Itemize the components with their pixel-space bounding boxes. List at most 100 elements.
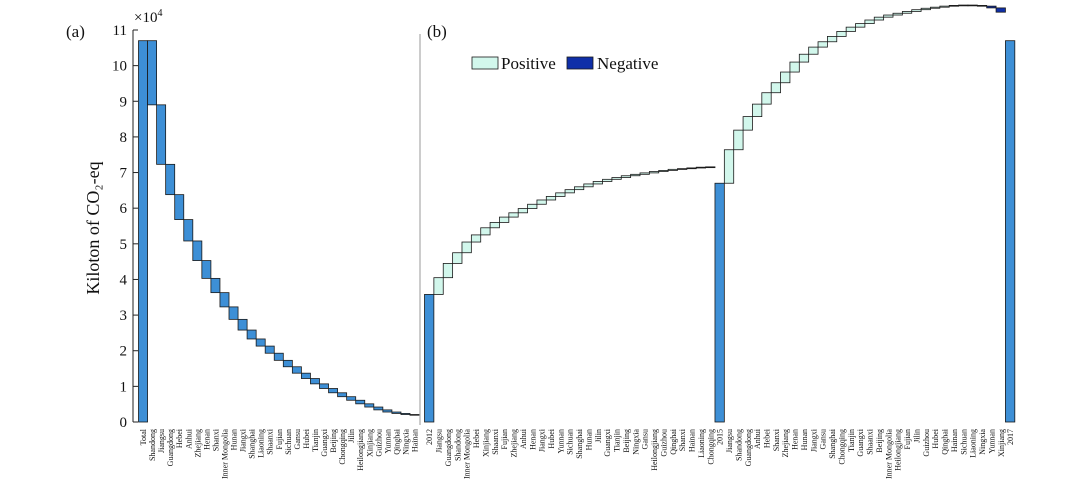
category-label-b: Beijing — [622, 429, 631, 453]
bar-b-14 — [555, 192, 566, 197]
bar-a-0 — [138, 40, 148, 423]
bar-a-13 — [255, 338, 266, 347]
bar-b-36 — [761, 92, 772, 105]
bar-a-12 — [246, 329, 257, 340]
y-tick-label: 10 — [112, 59, 127, 75]
category-label-a: Yunnan — [383, 429, 392, 453]
category-label-a: Qinghai — [392, 428, 401, 455]
bar-b-33 — [733, 129, 744, 151]
category-label-b: 2015 — [716, 429, 725, 445]
category-label-a: Hebei — [175, 428, 184, 448]
bar-b-27 — [677, 168, 688, 170]
bar-a-17 — [291, 366, 302, 374]
bar-b-37 — [770, 82, 781, 94]
category-label-b: Shaanxi — [491, 428, 500, 455]
category-label-b: Chongqing — [837, 429, 846, 465]
category-label-a: Xinjiang — [365, 429, 374, 457]
category-label-a: Hunan — [230, 429, 239, 450]
category-label-b: Shandong — [734, 429, 743, 461]
bar-b-56 — [948, 5, 959, 7]
bar-b-13 — [545, 196, 557, 201]
category-label-b: Chongqing — [706, 429, 715, 465]
bar-a-23 — [346, 396, 357, 401]
category-label-b: Hunan — [584, 429, 593, 450]
bar-a-11 — [237, 318, 248, 331]
category-label-a: Jiangsu — [157, 429, 166, 453]
bar-b-22 — [630, 173, 641, 177]
category-label-b: Anhui — [519, 428, 528, 449]
category-label-b: Henan — [528, 429, 537, 450]
bar-b-60 — [986, 5, 997, 9]
category-label-b: Jilin — [594, 429, 603, 443]
category-label-b: Jiangxi — [809, 428, 818, 452]
category-label-b: Hainan — [688, 429, 697, 452]
bar-b-0 — [424, 294, 435, 423]
category-label-b: Hainan — [950, 429, 959, 452]
category-label-b: Guangxi — [856, 428, 865, 456]
bar-b-1 — [433, 277, 444, 295]
category-label-b: Liaoning — [697, 429, 706, 458]
bar-b-19 — [602, 178, 613, 182]
bar-b-16 — [574, 186, 585, 191]
bar-b-45 — [845, 26, 856, 32]
bar-b-39 — [789, 61, 800, 73]
bar-a-24 — [355, 399, 366, 405]
category-label-b: 2017 — [1006, 429, 1015, 445]
category-label-b: Sichuan — [959, 429, 968, 455]
category-label-a: Shaanxi — [266, 428, 275, 455]
category-label-b: Fujian — [500, 429, 509, 449]
category-label-a: Jiangxi — [239, 428, 248, 452]
category-label-b: Heilongjiang — [650, 429, 659, 471]
category-label-a: Henan — [202, 429, 211, 450]
y-tick-label: 8 — [120, 130, 128, 146]
y-tick-label: 4 — [120, 272, 128, 288]
bar-a-30 — [409, 414, 420, 416]
category-label-b: Guizhou — [922, 429, 931, 457]
bar-b-50 — [892, 12, 903, 16]
bar-b-4 — [461, 241, 472, 254]
y-axis: 0 1 2 3 4 5 6 7 8 9 10 11 — [112, 23, 138, 431]
bar-b-53 — [920, 7, 931, 11]
bar-b-32 — [723, 149, 735, 184]
category-label-b: Jilin — [912, 429, 921, 443]
bar-b-8 — [499, 216, 510, 223]
category-label-b: Shanxi — [678, 428, 687, 451]
category-label-b: Hunan — [800, 429, 809, 450]
bar-b-5 — [470, 234, 482, 243]
legend: Positive Negative — [471, 54, 658, 73]
y-tick-label: 1 — [120, 379, 128, 395]
category-label-b: Shaanxi — [866, 428, 875, 455]
category-label-b: Zhejiang — [510, 429, 519, 457]
bar-b-44 — [836, 31, 847, 37]
y-tick-label: 5 — [120, 237, 128, 253]
bar-b-29 — [695, 166, 706, 169]
category-label-a: Shanghai — [248, 428, 257, 459]
category-label-b: Guangdong — [444, 429, 453, 466]
category-label-b: Sichuan — [566, 429, 575, 455]
category-label-a: Anhui — [184, 428, 193, 449]
legend-positive-swatch — [471, 56, 499, 70]
bar-b-35 — [752, 103, 763, 117]
bar-b-6 — [480, 227, 491, 236]
bar-b-62 — [1005, 40, 1016, 423]
category-label-b: Inner Mongolia — [884, 429, 893, 479]
category-label-a: Guangxi — [320, 428, 329, 456]
category-label-a: Inner Mongolia — [220, 429, 229, 479]
bar-b-48 — [873, 16, 885, 21]
panel-b-bars — [424, 4, 1016, 423]
category-label-a: Guizhou — [374, 429, 383, 457]
bar-b-40 — [798, 53, 810, 63]
bar-b-20 — [611, 177, 622, 180]
category-label-b: Jiangxi — [538, 428, 547, 452]
category-label-b: Jiangsu — [725, 429, 734, 453]
y-tick-label: 3 — [120, 308, 128, 324]
bar-a-19 — [310, 378, 320, 385]
axis-multiplier-exponent: 4 — [157, 8, 162, 19]
category-label-a: Zhejiang — [193, 429, 202, 457]
bar-b-25 — [658, 170, 669, 172]
category-label-a: Gansu — [293, 429, 302, 449]
category-label-a: Hubei — [302, 428, 311, 448]
category-label-b: Inner Mongolia — [463, 429, 472, 479]
category-label-b: 2012 — [425, 429, 434, 445]
